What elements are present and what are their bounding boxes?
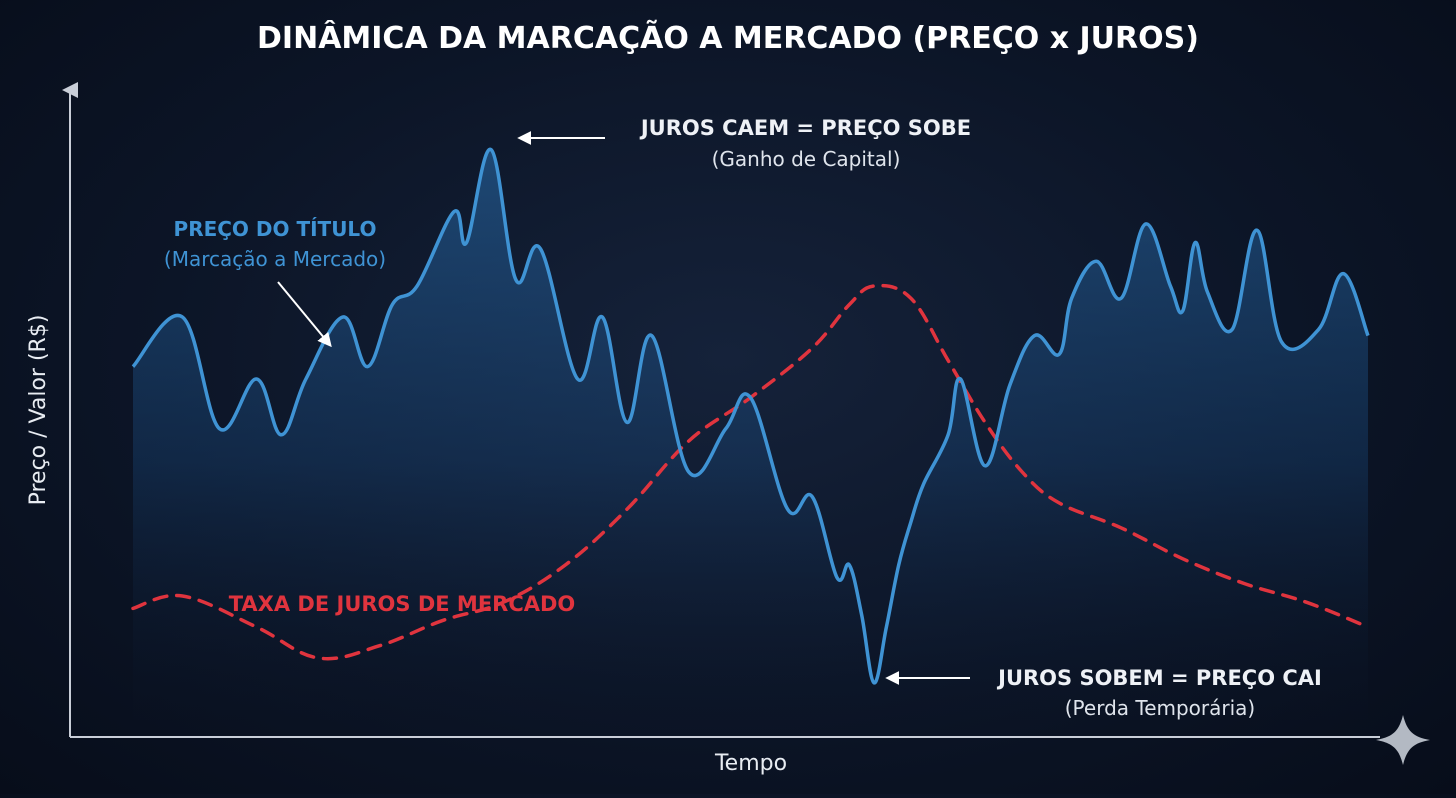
peak-annotation-title: JUROS CAEM = PREÇO SOBE — [639, 116, 971, 140]
price-series-sublabel: (Marcação a Mercado) — [164, 247, 386, 271]
rate-series-label: TAXA DE JUROS DE MERCADO — [229, 592, 576, 616]
trough-annotation-title: JUROS SOBEM = PREÇO CAI — [996, 666, 1322, 690]
price-label-arrow — [277, 281, 332, 348]
y-axis-label: Preço / Valor (R$) — [26, 315, 51, 506]
trough-annotation-subtitle: (Perda Temporária) — [1065, 696, 1256, 720]
interest-rate-line — [131, 283, 1370, 661]
x-axis-label: Tempo — [714, 751, 787, 776]
chart-title: DINÂMICA DA MARCAÇÃO A MERCADO (PREÇO x … — [257, 19, 1199, 56]
series-layer — [131, 147, 1370, 720]
price-area — [133, 149, 1368, 720]
peak-annotation-subtitle: (Ganho de Capital) — [712, 147, 901, 171]
price-series-label: PREÇO DO TÍTULO — [174, 217, 377, 241]
price-line — [131, 147, 1370, 685]
sparkle-icon — [1376, 715, 1430, 765]
